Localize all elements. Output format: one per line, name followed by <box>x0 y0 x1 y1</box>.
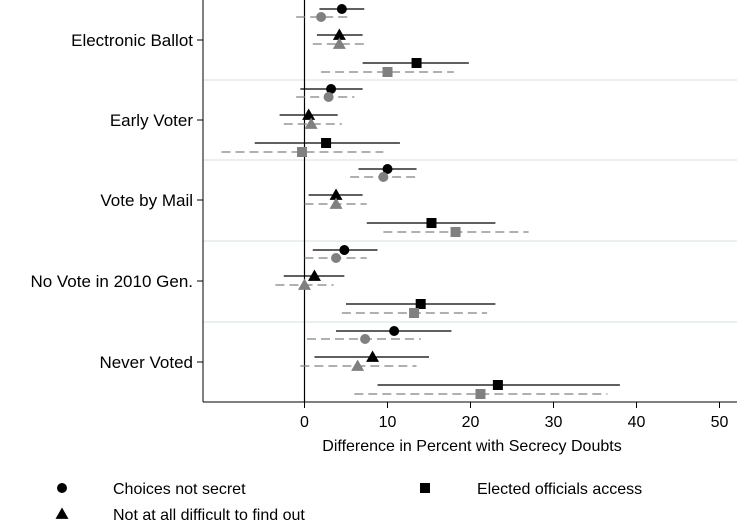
x-axis: 0 10 20 30 40 50 <box>300 402 729 431</box>
square-marker-gray <box>475 389 486 399</box>
triangle-marker-black <box>302 108 316 120</box>
triangle-marker-black <box>307 269 321 281</box>
triangle-marker-black <box>366 350 380 362</box>
legend-triangle-icon <box>55 507 69 519</box>
triangle-marker-black <box>329 188 343 200</box>
legend-label: Elected officials access <box>477 481 642 498</box>
category-label: Electronic Ballot <box>71 31 193 50</box>
x-tick-label: 0 <box>300 414 309 431</box>
legend-label: Not at all difficult to find out <box>113 507 305 523</box>
legend-label: Choices not secret <box>113 481 246 498</box>
triangle-marker-black <box>332 28 346 40</box>
square-marker-black <box>415 299 426 309</box>
category-label: Early Voter <box>110 111 193 130</box>
legend-circle-icon <box>57 483 67 493</box>
circle-marker-gray <box>378 172 389 182</box>
square-marker-black <box>492 380 503 390</box>
x-tick-label: 50 <box>711 414 729 431</box>
triangle-marker-gray <box>332 37 346 49</box>
circle-marker-black <box>336 4 347 14</box>
circle-marker-black <box>339 245 350 255</box>
circle-marker-gray <box>331 253 342 263</box>
category-labels: Electronic Ballot Early Voter Vote by Mail… <box>30 31 203 372</box>
circle-marker-gray <box>316 12 327 22</box>
triangle-marker-gray <box>329 197 343 209</box>
square-marker-gray <box>297 147 308 157</box>
data-markers <box>297 4 503 399</box>
x-tick-label: 20 <box>462 414 480 431</box>
circle-marker-gray <box>360 334 371 344</box>
x-tick-label: 30 <box>545 414 563 431</box>
category-separators <box>203 79 737 323</box>
square-marker-black <box>321 138 332 148</box>
x-tick-label: 10 <box>379 414 397 431</box>
legend-square-icon <box>420 483 430 493</box>
square-marker-gray <box>450 227 461 237</box>
circle-marker-black <box>326 84 337 94</box>
square-marker-black <box>426 218 437 228</box>
square-marker-gray <box>382 67 393 77</box>
triangle-marker-gray <box>351 359 365 371</box>
x-tick-label: 40 <box>628 414 646 431</box>
circle-marker-gray <box>323 92 334 102</box>
category-label: No Vote in 2010 Gen. <box>30 272 193 291</box>
circle-marker-black <box>382 164 393 174</box>
category-label: Never Voted <box>99 353 193 372</box>
circle-marker-black <box>389 326 400 336</box>
square-marker-black <box>411 58 422 68</box>
category-label: Vote by Mail <box>100 191 193 210</box>
legend: Choices not secret Elected officials acce… <box>55 481 642 523</box>
triangle-marker-gray <box>298 278 311 290</box>
square-marker-gray <box>409 308 420 318</box>
triangle-marker-gray <box>304 117 318 129</box>
plot-frame <box>202 0 737 403</box>
x-axis-title: Difference in Percent with Secrecy Doubt… <box>322 438 621 455</box>
